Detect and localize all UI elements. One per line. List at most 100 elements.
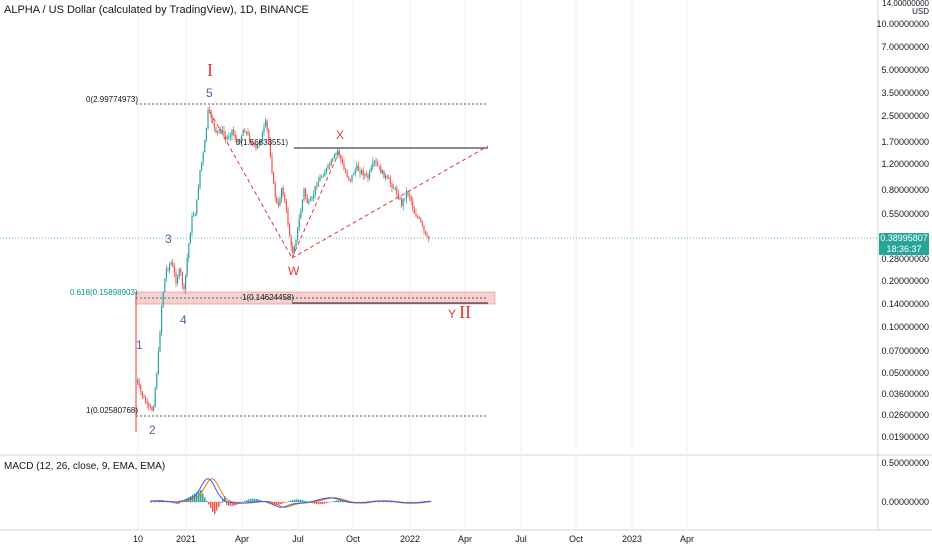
candle-body: [273, 172, 275, 184]
macd-histogram-bar: [218, 502, 220, 507]
price-tick: 0.14000000: [881, 299, 929, 309]
price-top-tick: 14.00000000: [882, 0, 929, 8]
time-tick: 2022: [399, 534, 421, 544]
wave-4-label: 4: [180, 313, 187, 327]
candle-body: [327, 164, 329, 168]
candle-body: [417, 216, 419, 218]
candle-body: [269, 141, 271, 157]
candle-body: [380, 166, 382, 174]
candle-body: [394, 188, 396, 189]
candle-body: [306, 196, 308, 203]
candle-body: [146, 403, 148, 404]
wave-2-label: 2: [149, 423, 156, 437]
macd-histogram-bar: [194, 493, 196, 502]
macd-legend[interactable]: MACD (12, 26, close, 9, EMA, EMA): [4, 461, 166, 472]
candle-body: [247, 132, 249, 135]
candle-body: [284, 194, 286, 201]
macd-histogram-bar: [172, 502, 174, 504]
current-price-badge: 0.38995807 18:36:37: [879, 233, 929, 255]
symbol-title[interactable]: ALPHA / US Dollar (calculated by Trading…: [4, 4, 309, 16]
price-tick: 3.50000000: [881, 88, 929, 98]
price-scale[interactable]: 14.00000000 USD 10.00000000 7.00000000 5…: [876, 0, 932, 455]
candle-body: [189, 233, 191, 244]
candle-body: [177, 277, 179, 283]
macd-histogram-bar: [298, 499, 300, 502]
candle-body: [181, 272, 183, 285]
candle-body: [180, 269, 182, 273]
candle-body: [386, 175, 388, 178]
candle-body: [252, 143, 254, 145]
candle-body: [308, 201, 310, 203]
price-tick: 0.03600000: [881, 389, 929, 399]
time-tick: 2023: [621, 534, 643, 544]
candle-body: [169, 264, 171, 270]
wave-roman-1-label: I: [207, 60, 213, 80]
macd-histogram-bar: [250, 498, 252, 502]
macd-histogram-bar: [214, 502, 216, 514]
candle-body: [425, 231, 427, 235]
candle-body: [193, 215, 195, 217]
candle-body: [265, 120, 267, 127]
candle-body: [233, 129, 235, 135]
candle-body: [410, 196, 412, 202]
candle-body: [228, 137, 230, 138]
candle-body: [173, 266, 175, 273]
candle-body: [271, 156, 273, 173]
candle-body: [285, 200, 287, 210]
candle-body: [343, 163, 345, 170]
candle-body: [289, 224, 291, 237]
macd-histogram-bar: [334, 500, 336, 502]
macd-histogram-bar: [240, 502, 242, 503]
macd-histogram-bar: [230, 502, 232, 506]
macd-histogram-bar: [210, 502, 212, 508]
candle-body: [372, 162, 374, 168]
candle-body: [377, 163, 379, 167]
time-axis[interactable]: 10 2021 Apr Jul Oct 2022 Apr Jul Oct 202…: [0, 530, 878, 550]
candle-body: [381, 170, 383, 174]
candle-body: [140, 385, 142, 392]
candle-body: [175, 272, 177, 283]
candle-body: [388, 177, 390, 179]
price-tick: 7.00000000: [881, 42, 929, 52]
fib-x-line-label: 0(1.56833551): [236, 138, 289, 147]
macd-histogram-bar: [232, 502, 234, 506]
time-tick: Apr: [679, 534, 695, 544]
macd-histogram-bar: [200, 490, 202, 502]
wave-x-label: X: [336, 128, 345, 142]
candle-body: [337, 150, 339, 154]
candle-body: [244, 130, 246, 133]
candle-body: [378, 166, 380, 167]
candle-body: [178, 269, 180, 278]
macd-tick: 0.50000000: [881, 458, 929, 468]
fib-y-line-label: 1(0.14624458): [242, 293, 295, 302]
candle-body: [245, 132, 247, 133]
candle-body: [191, 215, 193, 234]
candle-body: [253, 144, 255, 145]
candle-body: [207, 109, 209, 128]
macd-histogram-bar: [332, 501, 334, 502]
candle-body: [370, 167, 372, 172]
price-tick: 0.10000000: [881, 322, 929, 332]
candle-body: [215, 127, 217, 133]
macd-tick: 0.00000000: [881, 497, 929, 507]
candle-body: [329, 164, 331, 166]
candle-body: [373, 161, 375, 163]
candle-body: [385, 175, 387, 179]
candle-body: [194, 213, 196, 216]
candle-body: [324, 172, 326, 177]
macd-histogram-bar: [272, 502, 274, 505]
bar-countdown: 18:36:37: [886, 244, 922, 254]
candle-body: [210, 111, 212, 119]
candle-body: [353, 174, 355, 175]
macd-histogram-bar: [276, 502, 278, 505]
candle-body: [281, 188, 283, 200]
candle-body: [266, 120, 268, 130]
price-tick: 10.00000000: [876, 19, 929, 29]
price-tick: 0.02600000: [881, 410, 929, 420]
macd-histogram-bar: [228, 502, 230, 506]
candle-body: [277, 202, 279, 206]
macd-histogram-bar: [318, 502, 320, 505]
macd-scale[interactable]: 0.50000000 0.00000000: [878, 455, 932, 530]
candle-body: [420, 218, 422, 223]
